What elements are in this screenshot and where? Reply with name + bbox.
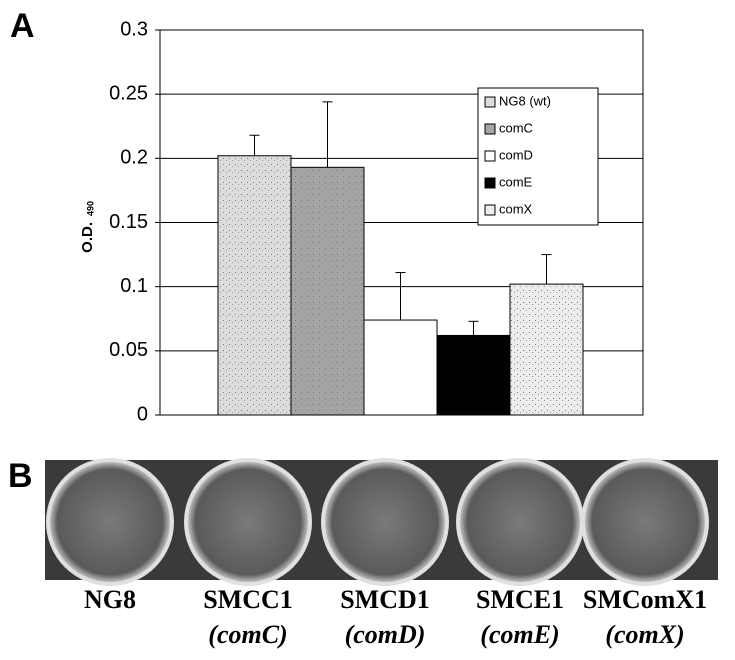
y-label-subscript: 490: [85, 201, 95, 216]
panel-label: A: [10, 7, 35, 45]
well-label: SMCE1: [476, 585, 564, 614]
well: [184, 458, 312, 586]
y-tick-label: 0.05: [109, 339, 148, 361]
bar: [509, 283, 584, 416]
well-mutant: (comC): [208, 620, 287, 649]
bar: [363, 319, 438, 416]
y-tick-label: 0: [137, 403, 148, 425]
legend-swatch: [484, 96, 496, 108]
legend-label: comX: [499, 201, 533, 216]
legend-label: comE: [499, 174, 533, 189]
y-tick-label: 0.15: [109, 211, 148, 233]
legend-swatch: [484, 177, 496, 189]
y-tick-label: 0.25: [109, 82, 148, 104]
well: [46, 458, 174, 586]
y-label: O.D.: [79, 222, 96, 253]
y-tick-label: 0.3: [120, 18, 148, 40]
y-tick-label: 0.1: [120, 275, 148, 297]
legend-swatch: [484, 204, 496, 216]
well-label: SMComX1: [583, 585, 707, 614]
legend-box: [477, 87, 599, 226]
well-mutant: (comD): [345, 620, 426, 649]
y-axis-label: O.D. 490: [79, 201, 96, 253]
well: [456, 458, 584, 586]
legend-label: comD: [499, 147, 533, 162]
well: [321, 458, 449, 586]
bar: [217, 155, 292, 416]
bar: [436, 334, 511, 416]
legend-swatch: [484, 123, 496, 135]
y-tick-label: 0.2: [120, 147, 148, 169]
legend-label: comC: [499, 120, 533, 135]
well-label: SMCD1: [340, 585, 430, 614]
well-label: SMCC1: [203, 585, 293, 614]
panel-label: B: [8, 457, 33, 495]
well: [581, 458, 709, 586]
well-mutant: (comX): [605, 620, 684, 649]
bar: [290, 166, 365, 416]
well-mutant: (comE): [480, 620, 559, 649]
legend-swatch: [484, 150, 496, 162]
legend-label: NG8 (wt): [499, 93, 551, 108]
well-label: NG8: [84, 585, 136, 614]
